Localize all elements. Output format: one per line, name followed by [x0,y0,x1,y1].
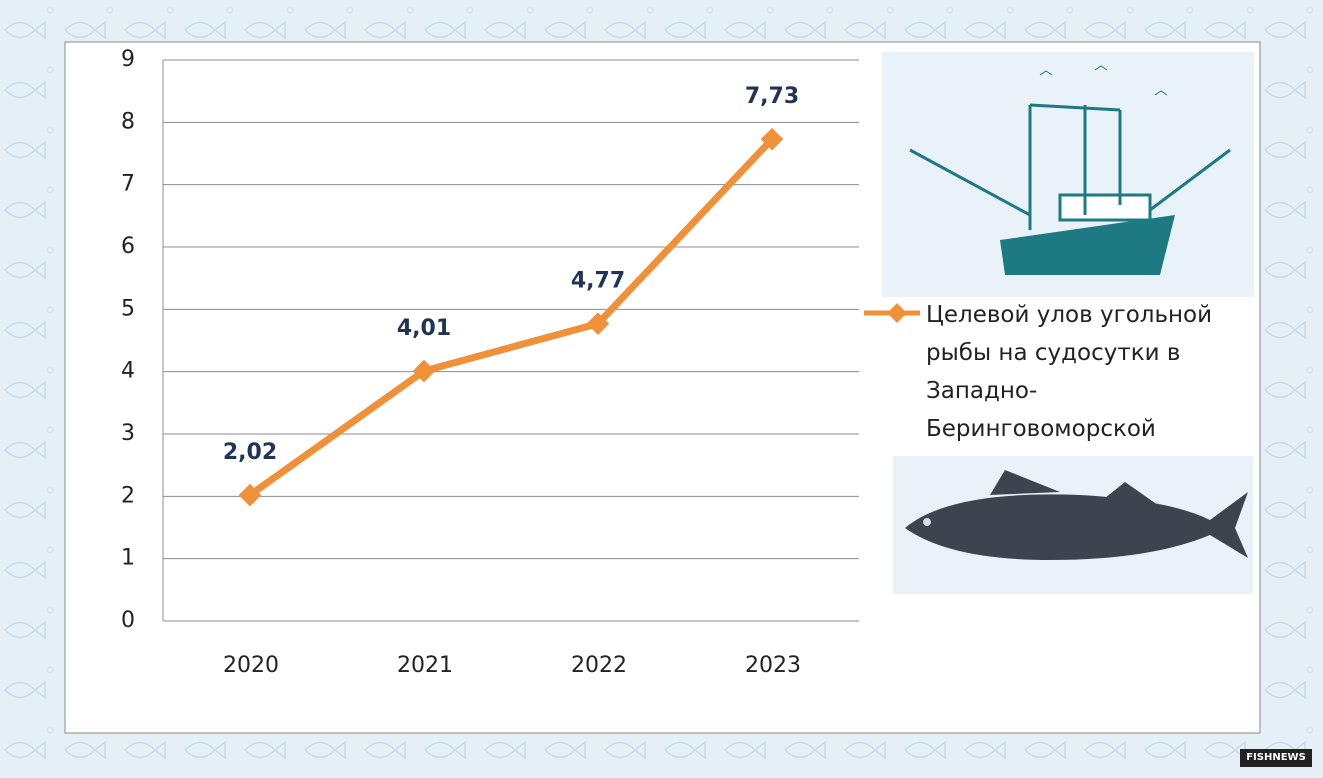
y-tick-label: 3 [121,421,135,446]
x-tick-label: 2020 [223,653,279,678]
x-tick-label: 2022 [571,653,627,678]
fish-image [893,456,1253,594]
legend-label: Целевой улов угольной рыбы на судосутки … [926,302,1213,442]
marker [586,312,610,335]
y-tick-label: 4 [121,359,135,384]
y-tick-label: 2 [121,483,135,508]
logo: FISHNEWS [1240,749,1312,767]
x-tick-label: 2023 [745,653,801,678]
y-tick-label: 0 [121,608,135,633]
y-tick-label: 7 [121,172,135,197]
series-line [247,136,775,498]
data-label: 2,02 [223,440,277,465]
y-tick-label: 6 [121,234,135,259]
marker [412,359,436,383]
y-tick-label: 9 [121,47,135,72]
y-tick-label: 5 [121,296,135,321]
data-label: 4,01 [397,316,451,341]
boat-image [882,52,1254,297]
x-tick-label: 2021 [397,653,453,678]
y-tick-label: 1 [121,546,135,571]
data-label: 7,73 [745,84,799,109]
y-tick-label: 8 [121,109,135,134]
data-label: 4,77 [571,269,625,294]
legend-marker [887,303,907,323]
